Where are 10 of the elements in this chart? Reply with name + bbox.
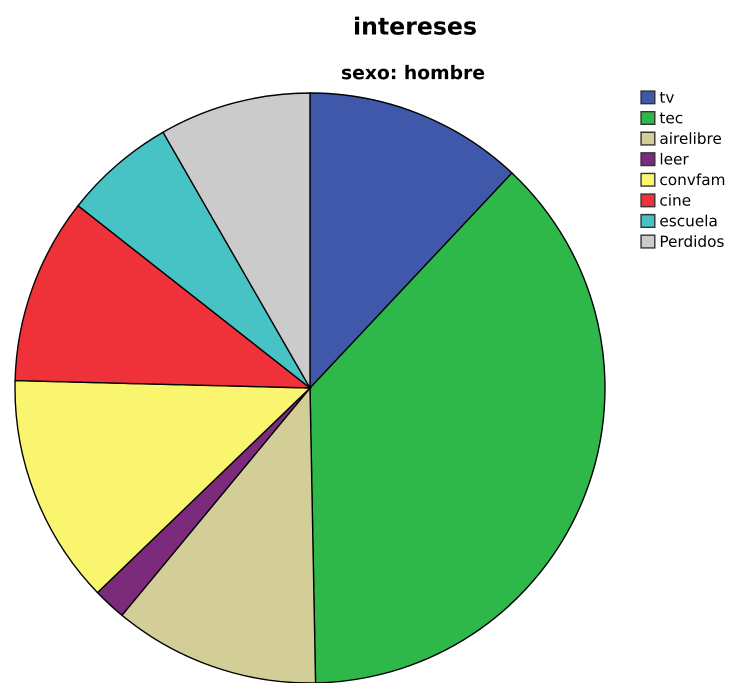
chart-subtitle: sexo: hombre (342, 64, 484, 80)
chart-title: intereses (354, 16, 476, 35)
legend-label: escuela (660, 214, 716, 226)
legend-label: cine (660, 194, 690, 206)
legend-label: tec (660, 112, 682, 124)
legend-label: tv (660, 92, 674, 103)
legend-label: convfam (660, 173, 724, 186)
legend-label: leer (660, 152, 689, 165)
legend-label: Perdidos (660, 235, 724, 248)
legend-label: airelibre (660, 132, 722, 144)
